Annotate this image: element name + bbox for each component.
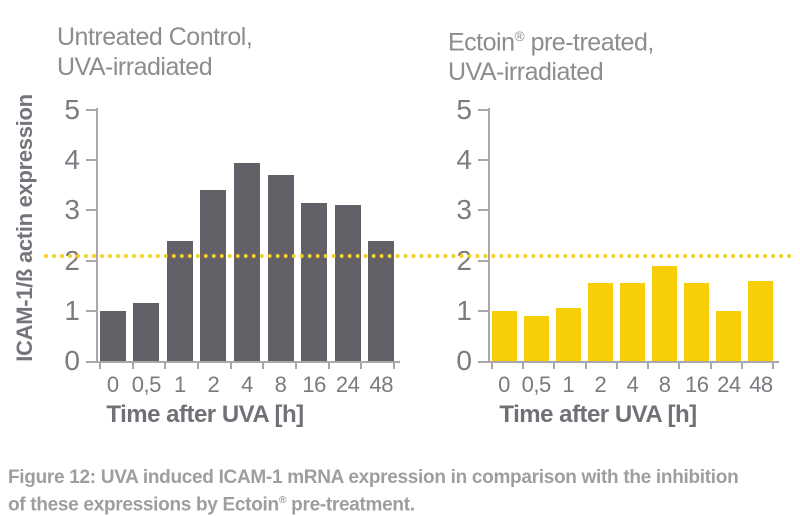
x-tick — [229, 363, 232, 369]
x-tick-label: 1 — [174, 372, 186, 397]
x-tick-label: 4 — [241, 372, 253, 397]
bar — [166, 241, 193, 361]
x-tick — [647, 363, 650, 369]
x-tick-label: 0 — [106, 372, 119, 397]
y-tick-label: 4 — [64, 144, 80, 176]
y-tick-label: 4 — [456, 144, 472, 176]
x-tick — [164, 363, 167, 369]
y-tick — [86, 109, 96, 111]
y-tick — [86, 259, 96, 262]
x-tick — [740, 363, 743, 369]
y-tick — [86, 309, 96, 312]
x-tick — [678, 363, 681, 369]
bar — [652, 266, 678, 361]
chart-title-untreated: Untreated Control, UVA-irradiated — [57, 23, 253, 81]
y-tick-label: 5 — [64, 94, 80, 125]
x-tick — [131, 363, 134, 369]
x-tick-label: 0,5 — [521, 372, 552, 397]
bar — [133, 303, 160, 361]
x-tick-label: 8 — [274, 372, 287, 397]
y-tick — [478, 109, 488, 111]
x-axis-title: Time after UVA [h] — [499, 401, 697, 428]
bar — [523, 316, 549, 361]
bar — [301, 203, 328, 361]
y-tick — [86, 209, 96, 212]
x-tick-label: 4 — [626, 372, 639, 397]
x-axis — [478, 361, 779, 363]
x-tick — [262, 363, 265, 369]
y-tick-label: 0 — [456, 345, 472, 376]
x-tick-label: 1 — [562, 372, 575, 397]
x-tick — [295, 363, 297, 369]
x-tick-label: 16 — [684, 372, 709, 397]
y-tick — [478, 159, 488, 162]
x-tick — [584, 363, 587, 369]
chart-title-ectoin: Ectoin® pre-treated, UVA-irradiated — [448, 28, 654, 87]
y-tick-label: 3 — [64, 194, 80, 226]
bar — [267, 175, 294, 361]
bar — [748, 281, 774, 361]
x-tick-label: 2 — [207, 372, 220, 397]
x-tick — [709, 363, 712, 369]
y-tick-label: 0 — [64, 345, 80, 376]
x-tick-label: 2 — [594, 372, 607, 397]
y-axis — [488, 108, 490, 363]
bar — [620, 283, 645, 361]
x-axis — [86, 361, 400, 363]
x-tick-label: 48 — [369, 372, 393, 397]
x-tick-label: 8 — [658, 372, 671, 397]
y-tick — [478, 259, 488, 262]
y-tick — [478, 309, 488, 312]
x-tick-label: 0 — [498, 372, 510, 397]
y-tick-label: 5 — [456, 94, 472, 125]
caption-line: of these expressions by Ectoin® pre-trea… — [8, 494, 415, 516]
x-tick — [360, 363, 363, 369]
bar — [716, 311, 742, 361]
x-tick-label: 16 — [302, 372, 326, 397]
y-tick-label: 1 — [456, 294, 472, 326]
bar — [234, 163, 260, 361]
x-axis-title: Time after UVA [h] — [106, 401, 304, 428]
x-tick — [99, 363, 101, 369]
x-tick — [197, 363, 199, 369]
bar — [368, 241, 395, 361]
x-tick-label: 24 — [717, 372, 741, 397]
x-tick — [553, 363, 556, 369]
x-tick — [615, 363, 618, 369]
y-tick-label: 2 — [456, 244, 472, 276]
bar — [99, 311, 126, 361]
bar — [491, 311, 517, 361]
y-tick-label: 2 — [64, 244, 80, 276]
x-tick-label: 48 — [749, 372, 773, 397]
figure-caption: Figure 12: UVA induced ICAM-1 mRNA expre… — [8, 466, 796, 516]
y-tick — [86, 159, 96, 162]
y-tick — [478, 209, 488, 212]
bar — [587, 283, 613, 361]
y-axis — [96, 108, 98, 363]
x-tick-label: 24 — [335, 372, 360, 397]
y-tick-label: 3 — [456, 194, 472, 226]
x-tick — [491, 363, 493, 369]
x-tick — [393, 363, 395, 369]
bar — [334, 205, 361, 361]
bar — [684, 283, 710, 361]
reference-line — [44, 254, 792, 258]
bar — [555, 308, 581, 361]
y-axis-label: ICAM-1/ß actin expression — [12, 94, 37, 362]
x-tick — [327, 363, 330, 369]
caption-line: Figure 12: UVA induced ICAM-1 mRNA expre… — [8, 467, 739, 488]
x-tick — [772, 363, 774, 369]
y-tick-label: 1 — [64, 294, 80, 326]
bar — [200, 190, 227, 361]
x-tick-label: 0,5 — [131, 372, 162, 397]
x-tick — [522, 363, 525, 369]
